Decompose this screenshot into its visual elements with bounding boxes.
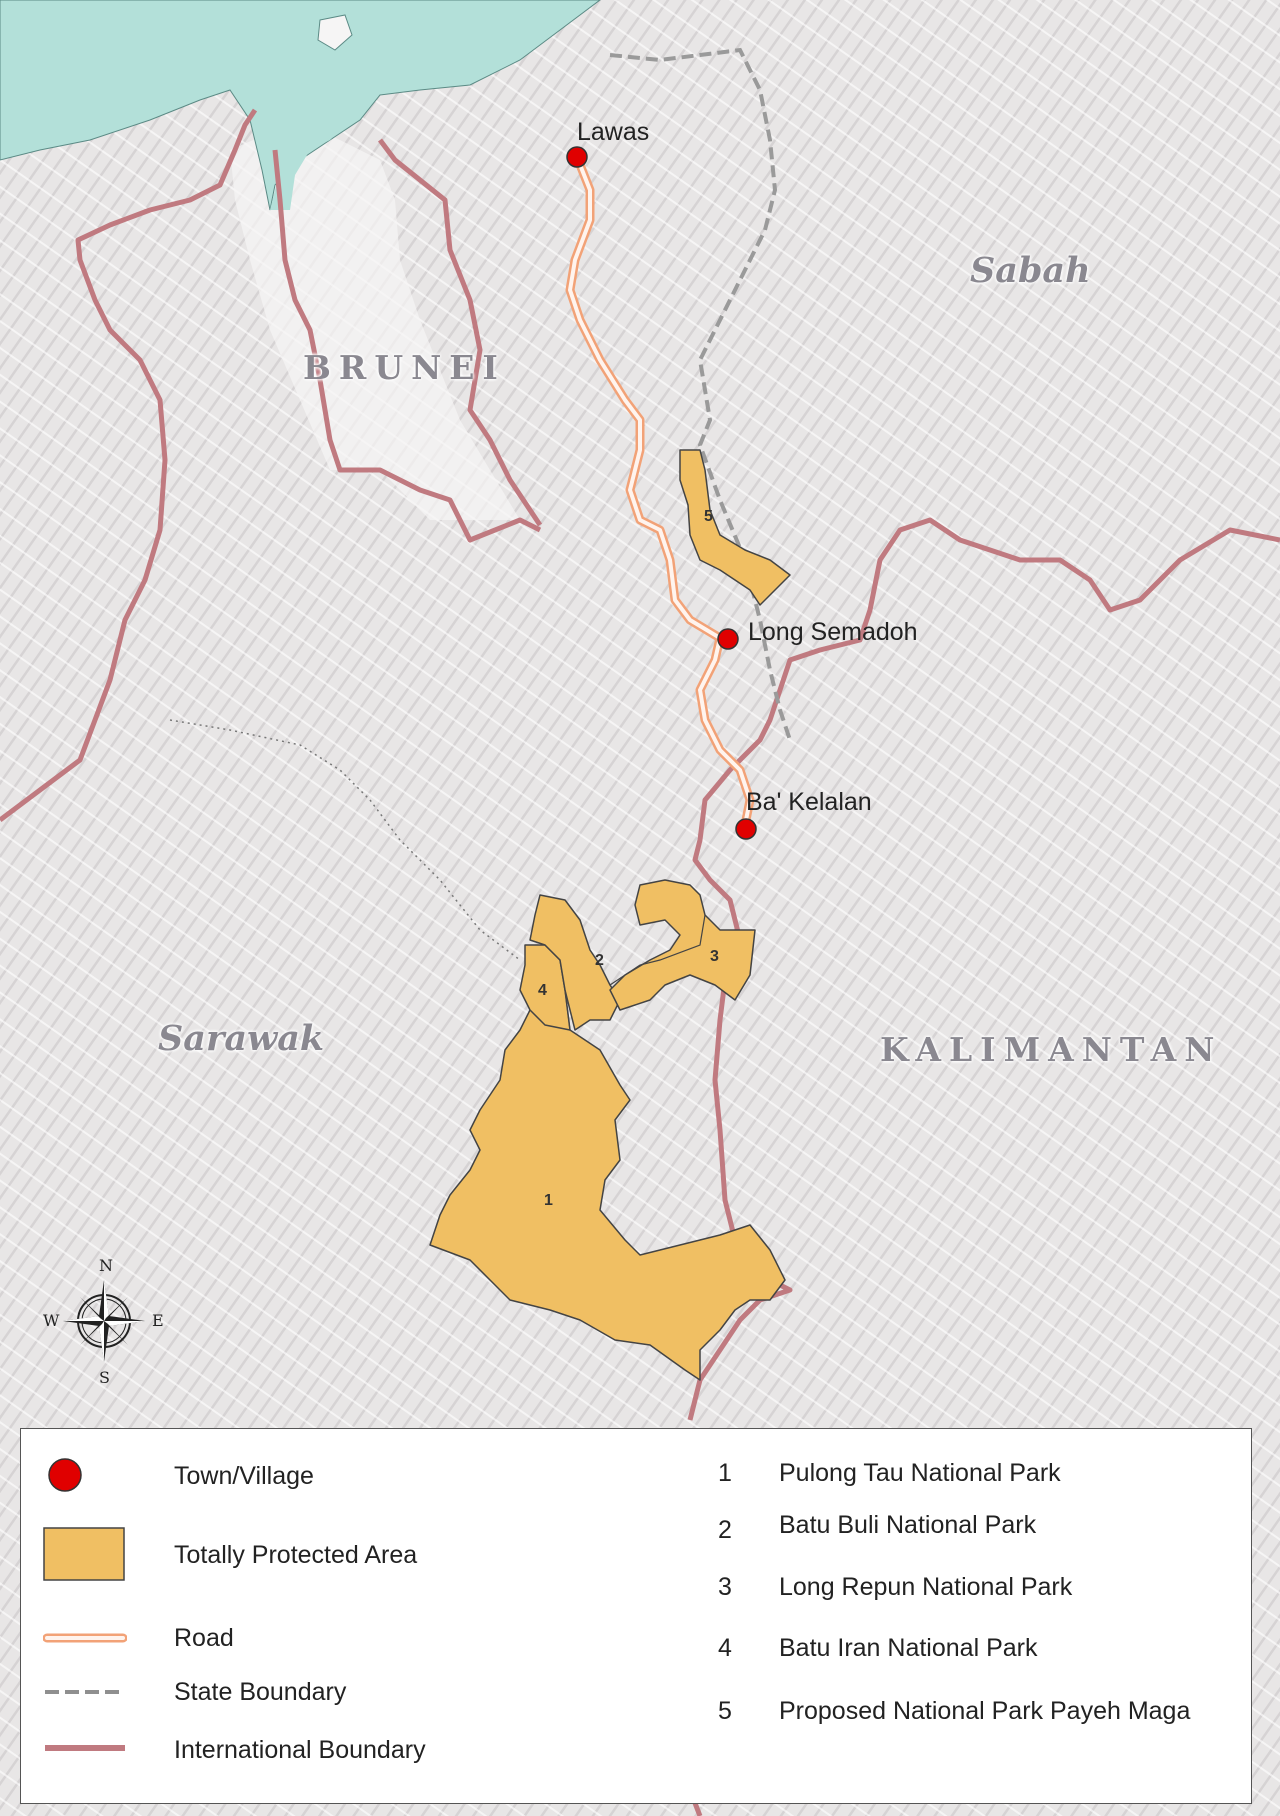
park-number-1: 1 <box>544 1192 553 1209</box>
town-label-long-semadoh: Long Semadoh <box>748 618 918 646</box>
state-boundary-line-icon <box>45 1690 125 1694</box>
dotted-boundary <box>169 719 521 961</box>
bay <box>270 110 345 210</box>
park-number-3: 3 <box>710 948 719 965</box>
road-line-icon <box>43 1633 127 1643</box>
park-2-area <box>529 894 621 1031</box>
town-markers <box>566 146 757 840</box>
legend-park-number: 2 <box>718 1516 732 1544</box>
legend-label-town: Town/Village <box>174 1462 314 1490</box>
region-label-brunei: BRUNEI <box>303 348 506 387</box>
protected-areas <box>429 449 791 1381</box>
town-marker-lawas <box>566 146 588 168</box>
town-label-lawas: Lawas <box>577 118 650 146</box>
legend-label-international-boundary: International Boundary <box>174 1736 426 1764</box>
brunei-lowland <box>230 120 520 520</box>
park-number-5: 5 <box>704 508 713 525</box>
legend-park-number: 3 <box>718 1573 732 1601</box>
town-label-ba-kelalan: Ba' Kelalan <box>746 788 872 816</box>
legend-park-name: Proposed National Park Payeh Maga <box>779 1697 1191 1725</box>
park-number-4: 4 <box>538 982 547 999</box>
legend-label-protected-area: Totally Protected Area <box>174 1541 418 1569</box>
town-marker-ba-kelalan <box>735 818 757 840</box>
international-boundary-line-icon <box>45 1745 125 1751</box>
legend-park-number: 4 <box>718 1634 732 1662</box>
legend-park-number: 5 <box>718 1697 732 1725</box>
town-marker-icon <box>48 1458 82 1492</box>
compass-e: E <box>152 1311 164 1330</box>
park-number-2: 2 <box>595 952 604 969</box>
park-5-area <box>679 449 791 606</box>
region-label-kalimantan: KALIMANTAN <box>880 1030 1223 1069</box>
park-1-area <box>429 1009 786 1381</box>
legend-park-name: Batu Iran National Park <box>779 1634 1038 1662</box>
town-marker-long-semadoh <box>717 628 739 650</box>
compass-n: N <box>99 1256 113 1275</box>
legend: Town/Village Totally Protected Area Road… <box>20 1428 1252 1804</box>
legend-park-name: Pulong Tau National Park <box>779 1459 1061 1487</box>
state-boundary <box>609 47 792 741</box>
compass-w: W <box>43 1311 60 1330</box>
protected-area-swatch-icon <box>43 1527 125 1581</box>
road-line <box>568 155 752 827</box>
compass-rose-icon <box>63 1280 145 1362</box>
region-label-sarawak: Sarawak <box>158 1018 325 1059</box>
legend-park-name: Long Repun National Park <box>779 1573 1073 1601</box>
island <box>317 14 353 51</box>
compass-s: S <box>99 1368 110 1387</box>
legend-label-road: Road <box>174 1624 234 1652</box>
park-3-area <box>609 879 756 1011</box>
legend-park-number: 1 <box>718 1459 732 1487</box>
region-label-sabah: Sabah <box>970 250 1091 291</box>
legend-label-state-boundary: State Boundary <box>174 1678 347 1706</box>
legend-park-name: Batu Buli National Park <box>779 1511 1037 1539</box>
compass-rose: N E S W <box>43 1256 164 1387</box>
sea <box>0 0 601 211</box>
